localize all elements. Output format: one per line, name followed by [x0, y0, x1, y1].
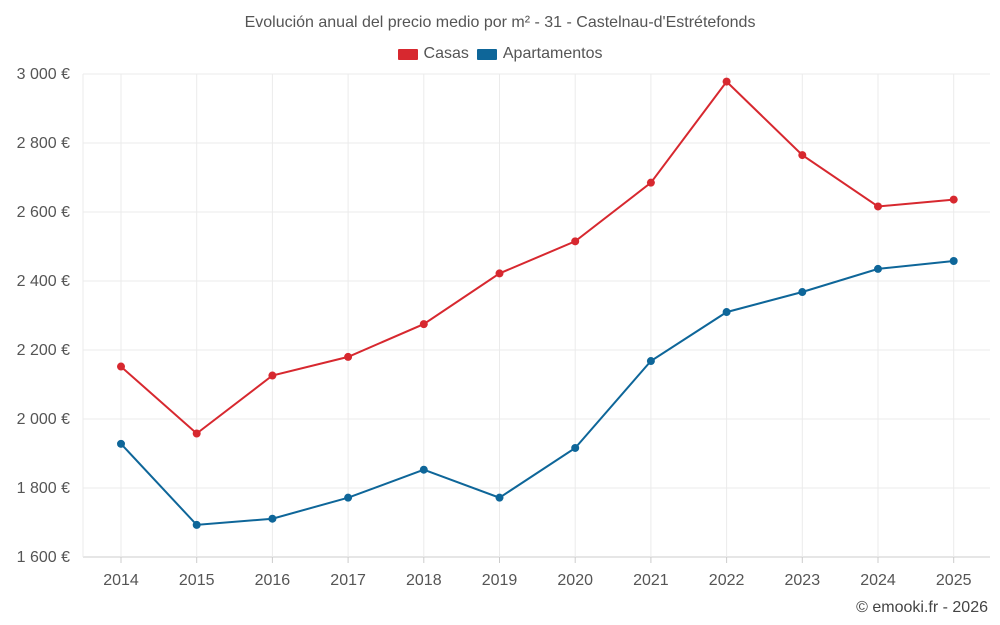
- x-tick-label: 2019: [482, 572, 518, 589]
- x-tick-label: 2023: [785, 572, 821, 589]
- y-tick-label: 3 000 €: [17, 66, 70, 83]
- data-point-apartamentos: [874, 264, 882, 273]
- legend-swatch-casas: [397, 48, 418, 60]
- x-tick-label: 2014: [103, 572, 139, 589]
- series-line-casas: [120, 80, 954, 435]
- legend-label-apartamentos: Apartamentos: [502, 45, 603, 62]
- data-point-casas: [722, 77, 731, 86]
- data-point-apartamentos: [344, 493, 353, 502]
- y-tick-label: 2 800 €: [17, 135, 70, 152]
- x-tick-label: 2024: [860, 572, 896, 589]
- data-point-casas: [949, 195, 958, 204]
- data-point-apartamentos: [192, 520, 201, 529]
- chart-title: Evolución anual del precio medio por m² …: [244, 14, 756, 31]
- data-point-casas: [192, 429, 201, 438]
- y-tick-label: 2 400 €: [17, 273, 70, 290]
- x-tick-label: 2017: [330, 572, 366, 589]
- data-point-apartamentos: [571, 443, 580, 452]
- data-point-casas: [646, 178, 655, 187]
- data-point-casas: [798, 151, 807, 160]
- x-tick-label: 2018: [406, 572, 442, 589]
- x-tick-label: 2025: [936, 572, 972, 589]
- data-point-casas: [268, 371, 277, 380]
- data-point-apartamentos: [419, 465, 428, 474]
- data-point-apartamentos: [495, 493, 504, 502]
- y-tick-label: 2 600 €: [17, 204, 70, 221]
- data-point-casas: [571, 237, 580, 246]
- data-point-apartamentos: [117, 439, 125, 448]
- data-point-apartamentos: [646, 357, 655, 366]
- x-tick-label: 2020: [557, 572, 593, 589]
- data-point-apartamentos: [798, 288, 807, 297]
- data-point-casas: [874, 202, 882, 211]
- data-point-apartamentos: [949, 256, 958, 265]
- legend-item-apartamentos[interactable]: Apartamentos: [476, 45, 603, 63]
- y-tick-label: 2 000 €: [17, 411, 70, 428]
- series-line-apartamentos: [120, 260, 954, 526]
- data-point-casas: [344, 352, 353, 361]
- legend-item-casas[interactable]: Casas: [397, 45, 469, 63]
- y-tick-label: 1 600 €: [17, 549, 70, 566]
- data-point-casas: [419, 320, 428, 329]
- data-point-apartamentos: [268, 514, 277, 523]
- x-tick-label: 2016: [255, 572, 291, 589]
- data-point-casas: [495, 269, 504, 278]
- data-point-casas: [117, 362, 125, 371]
- y-tick-label: 1 800 €: [17, 480, 70, 497]
- legend-swatch-apartamentos: [476, 48, 497, 60]
- y-tick-label: 2 200 €: [17, 342, 70, 359]
- x-tick-label: 2021: [633, 572, 669, 589]
- credit-text: © emooki.fr - 2026: [856, 599, 988, 616]
- legend: Casas Apartamentos: [0, 45, 1000, 63]
- x-tick-label: 2022: [709, 572, 745, 589]
- x-tick-label: 2015: [179, 572, 215, 589]
- legend-label-casas: Casas: [423, 45, 469, 62]
- data-point-apartamentos: [722, 308, 731, 317]
